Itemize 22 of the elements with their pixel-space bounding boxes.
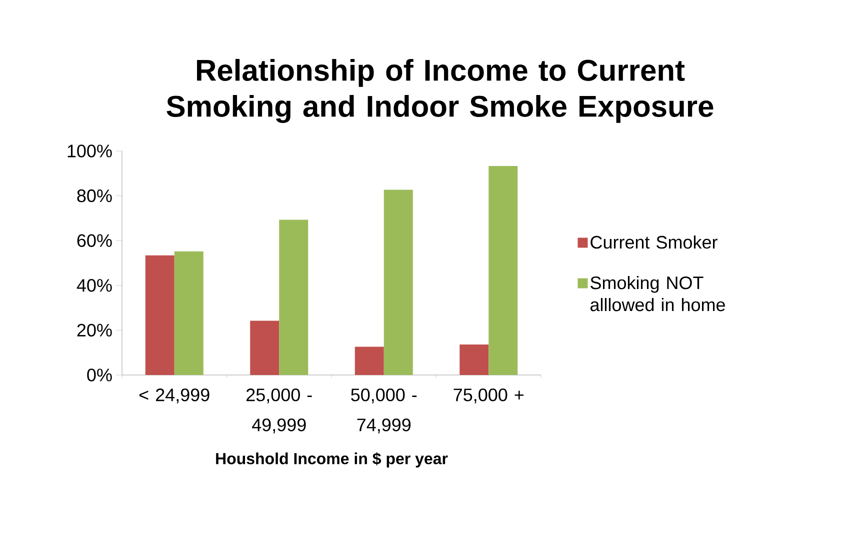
x-tick-label: 50,000 - 74,999	[351, 388, 417, 434]
y-tick-label: 100%	[68, 144, 112, 158]
y-tick-label: 40%	[76, 279, 112, 292]
x-tick-label: 25,000 - 49,999	[246, 388, 312, 434]
y-tick-label: 20%	[77, 324, 112, 337]
bar	[384, 190, 413, 375]
bar	[279, 220, 308, 375]
chart-title: Relationship of Income to Current Smoking and Indoor Smoke Exposure	[166, 58, 714, 124]
legend-label: Smoking NOT alllowed in home	[590, 276, 725, 312]
y-tick-label: 60%	[77, 234, 112, 247]
bar	[174, 251, 204, 375]
x-axis-title: Houshold Income in $ per year	[216, 452, 448, 468]
bar	[250, 320, 280, 375]
bar	[354, 346, 384, 375]
legend-label: Current Smoker	[590, 235, 718, 249]
y-tick-label: 80%	[77, 189, 112, 202]
x-tick-label: < 24,999	[139, 388, 210, 404]
x-tick-label: 75,000 +	[454, 388, 524, 404]
bar	[488, 166, 518, 375]
y-tick-label: 0%	[87, 368, 112, 382]
bar	[460, 344, 489, 375]
bar	[145, 255, 174, 375]
